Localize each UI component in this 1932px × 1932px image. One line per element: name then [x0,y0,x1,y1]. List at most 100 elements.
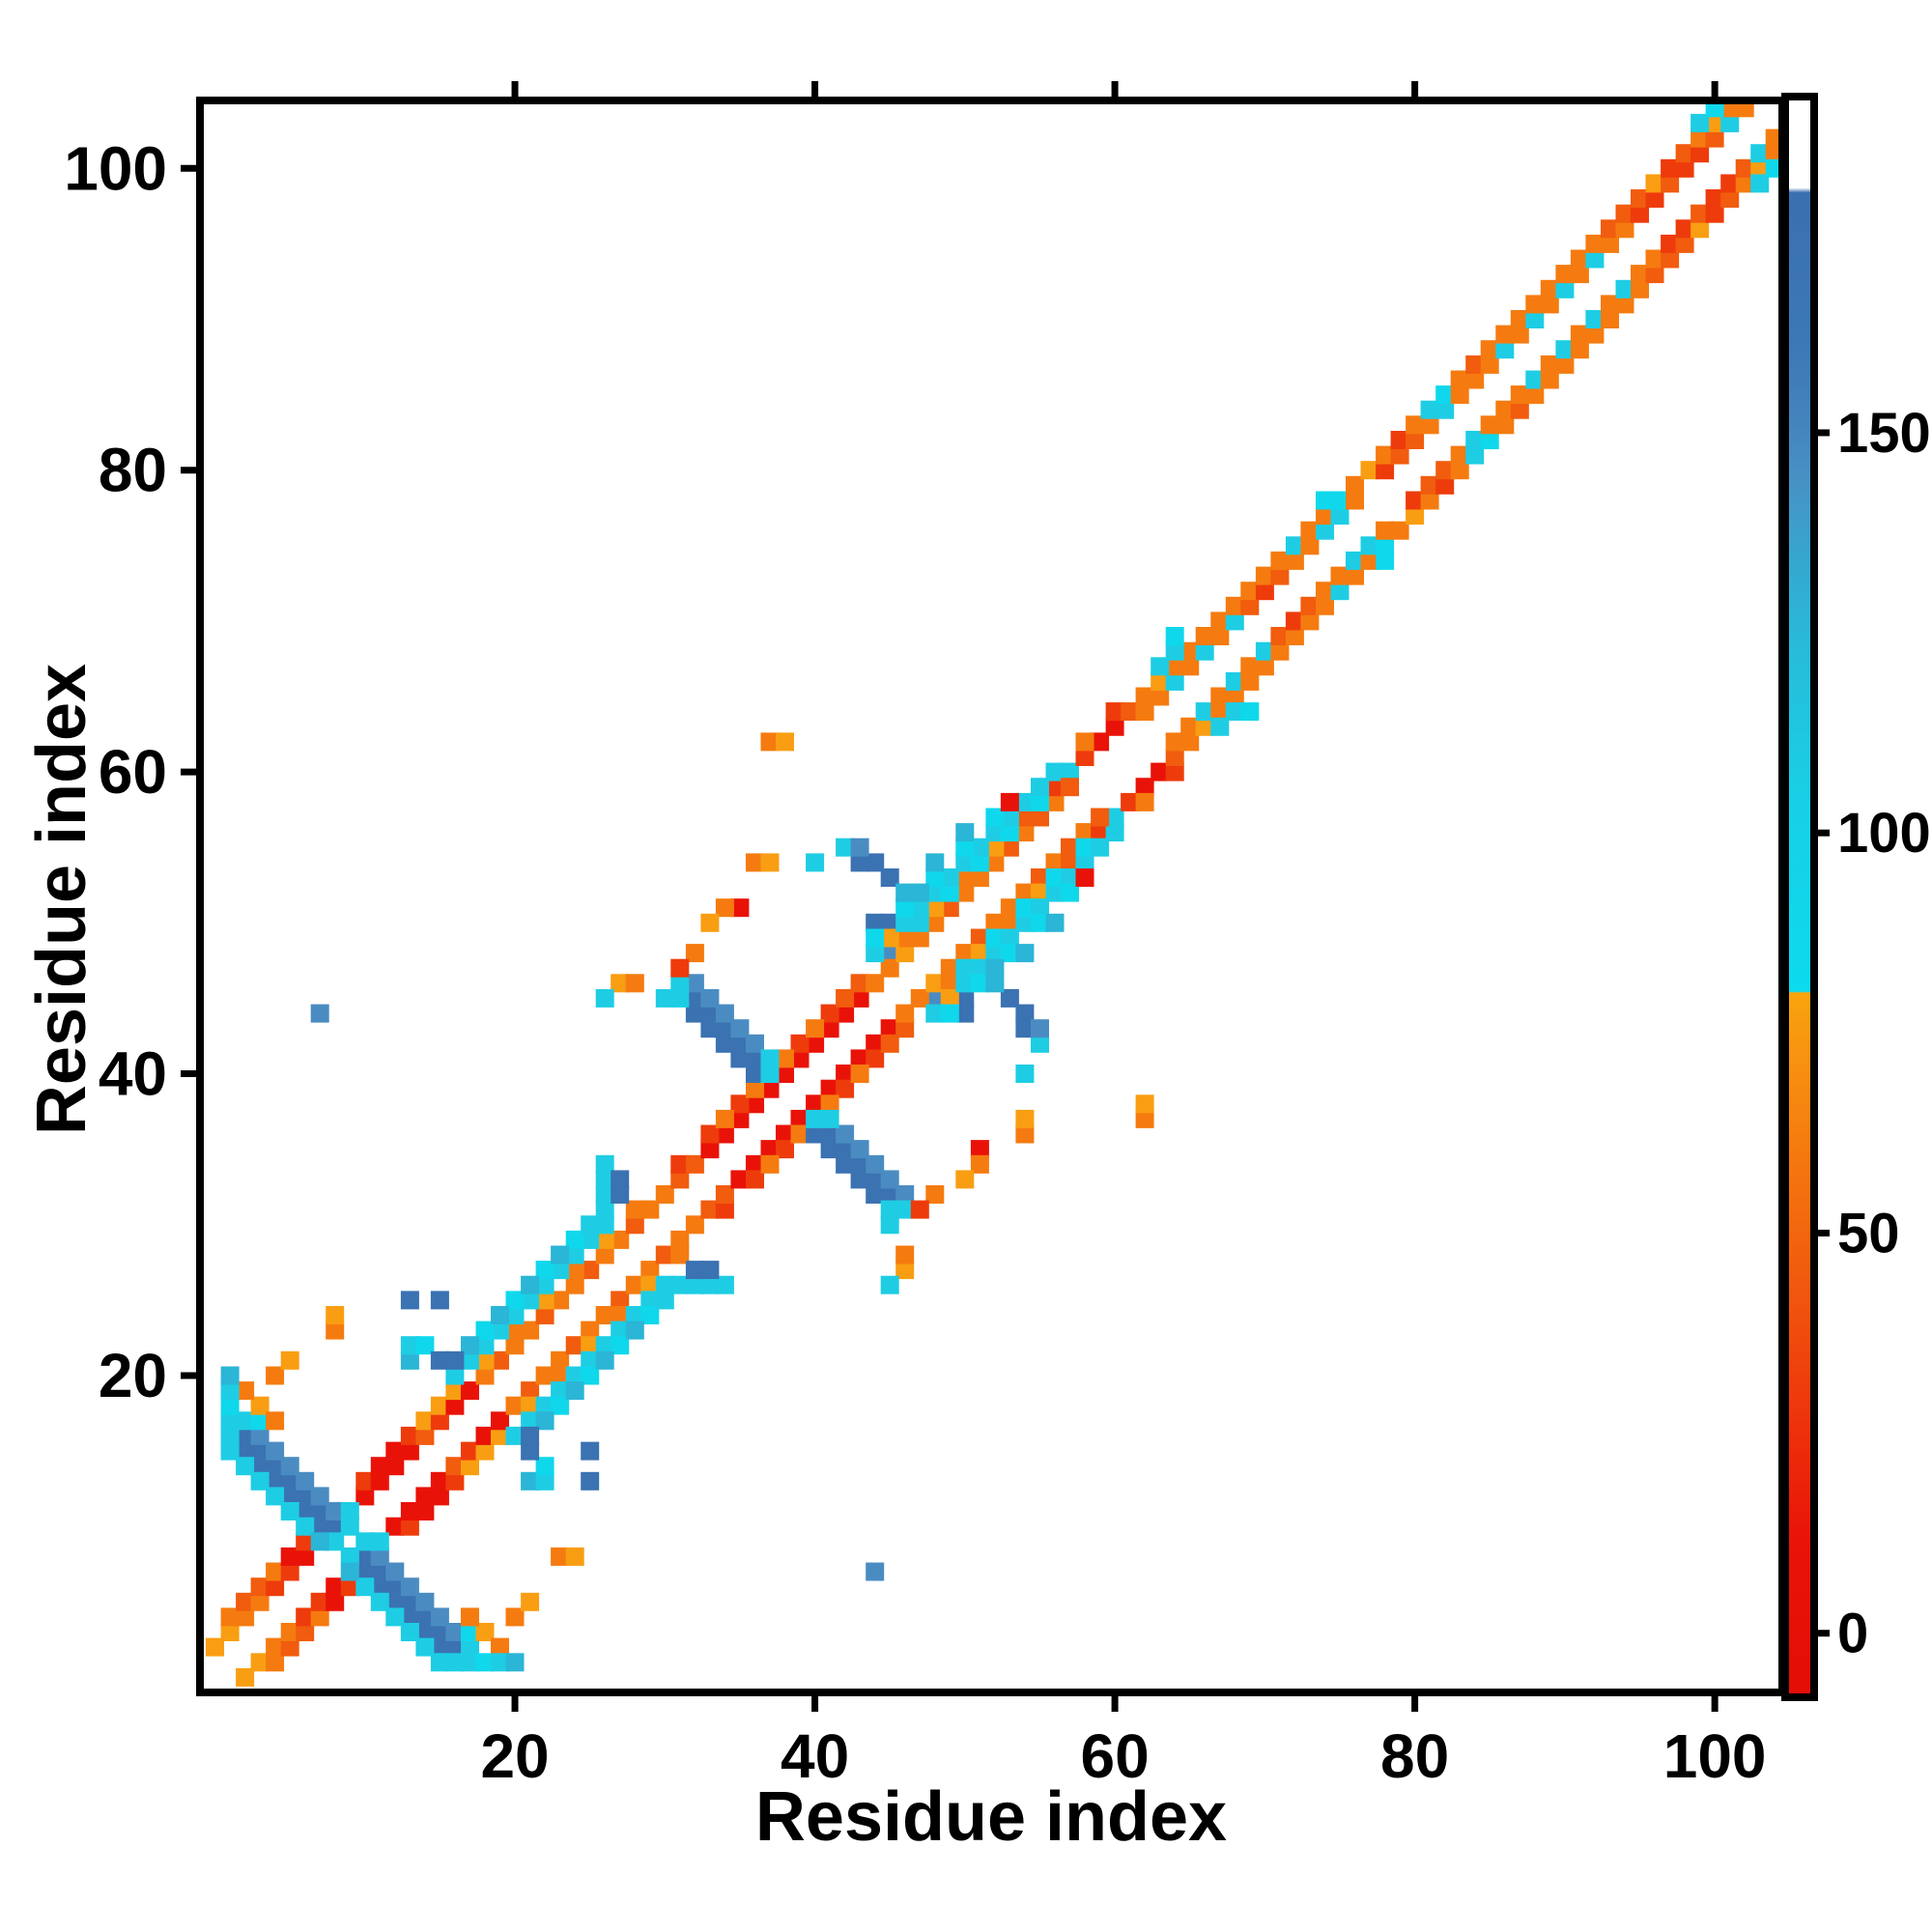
contact-cell [776,1065,794,1083]
contact-cell [1750,144,1770,163]
contact-cell [1690,128,1710,148]
contact-cell [220,1396,240,1415]
contact-cell [521,1426,540,1445]
contact-cell [685,1154,704,1174]
contact-cell [760,1065,780,1083]
contact-cell [1210,717,1230,736]
contact-cell [1585,234,1605,253]
contact-cell [1000,808,1019,827]
contact-cell [280,1502,299,1520]
contact-cell [1420,415,1439,435]
contact-cell [670,1230,690,1249]
contact-cell [1045,778,1065,797]
contact-cell [280,1547,299,1566]
contact-cell [880,1275,899,1294]
contact-cell [670,1245,690,1264]
contact-cell [565,1230,584,1249]
contact-cell [1705,113,1724,132]
contact-cell [836,838,855,857]
contact-cell [1210,702,1230,722]
contact-cell [685,988,704,1008]
contact-cell [266,1411,285,1431]
contact-cell [1151,687,1170,706]
contact-cell [461,1381,479,1401]
contact-cell [1360,551,1379,570]
contact-cell [655,1291,674,1310]
contact-cell [1690,204,1710,223]
contact-cell [880,1034,899,1053]
contact-cell [850,1154,869,1174]
contact-cell [655,988,674,1008]
contact-cell [1330,491,1350,510]
contact-cell [655,1275,674,1294]
contact-cell [521,1275,540,1294]
contact-cell [370,1547,389,1566]
contact-cell [475,1336,495,1355]
contact-cell [326,1577,345,1597]
contact-cell [1585,325,1605,344]
contact-cell [535,1306,554,1324]
contact-cell [415,1637,435,1657]
contact-cell [535,1275,554,1294]
contact-cell [700,988,720,1008]
plot-frame [196,97,1786,1696]
contact-cell [925,868,945,887]
contact-cell [565,1261,584,1280]
contact-cell [955,1004,975,1023]
contact-cell [310,1517,329,1536]
contact-cell [595,1245,614,1264]
contact-cell [1061,868,1079,887]
contact-cell [296,1487,315,1506]
contact-cell [1105,823,1124,842]
contact-cell [220,1623,240,1641]
contact-cell [280,1471,299,1491]
contact-cell [715,1004,734,1023]
contact-cell [370,1471,389,1491]
contact-cell [1615,295,1634,314]
contact-cell [236,1426,255,1445]
contact-cell [1330,582,1350,601]
contact-cell [400,1350,419,1370]
contact-cell [250,1577,270,1597]
contact-cell [776,732,794,752]
contact-cell [1570,249,1589,269]
contact-cell [280,1487,299,1506]
contact-cell [1631,204,1649,223]
contact-cell [1631,189,1649,208]
contact-cell [866,944,885,963]
contact-cell [1765,158,1782,178]
contact-cell [836,988,855,1008]
contact-cell [880,1200,899,1219]
contact-cell [1165,641,1184,661]
contact-cell [925,1185,945,1204]
contact-cell [220,1381,240,1401]
contact-cell [1690,219,1710,239]
contact-cell [355,1577,375,1597]
contact-cell [1675,158,1694,178]
contact-cell [430,1411,449,1431]
contact-cell [1270,551,1290,570]
contact-cell [296,1623,315,1641]
contact-cell [430,1607,449,1627]
contact-cell [400,1336,419,1355]
contact-cell [1661,174,1680,193]
contact-cell [326,1321,345,1340]
contact-cell [1690,113,1710,132]
contact-cell [760,732,780,752]
contact-cell [715,1034,734,1053]
contact-cell [640,1200,660,1219]
contact-cell [611,1185,630,1204]
contact-cell [820,1124,839,1144]
contact-cell [730,1049,750,1068]
contact-cell [685,1275,704,1294]
contact-cell [1031,1019,1049,1038]
contact-cell [1555,355,1575,374]
contact-cell [1510,400,1529,419]
contact-cell [1360,536,1379,555]
y-tick-label: 80 [99,436,167,505]
contact-cell [296,1517,315,1536]
contact-cell [866,1170,885,1189]
contact-cell [415,1411,435,1431]
contact-cell [340,1517,359,1536]
contact-cell [715,1109,734,1128]
